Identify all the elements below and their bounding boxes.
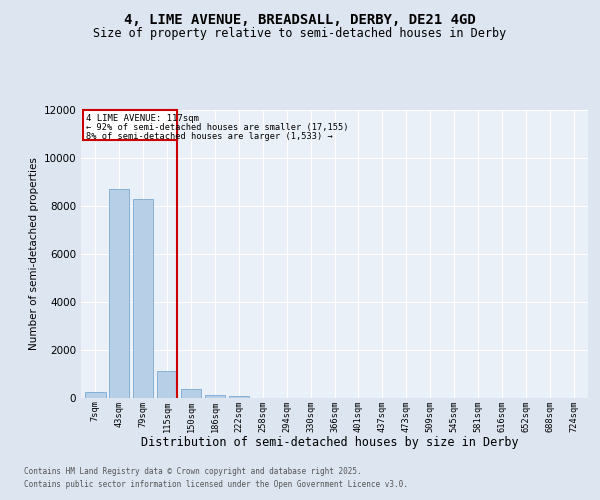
Text: 8% of semi-detached houses are larger (1,533) →: 8% of semi-detached houses are larger (1… <box>86 132 332 141</box>
Bar <box>205 395 225 398</box>
Text: Contains public sector information licensed under the Open Government Licence v3: Contains public sector information licen… <box>24 480 408 489</box>
Text: Contains HM Land Registry data © Crown copyright and database right 2025.: Contains HM Land Registry data © Crown c… <box>24 467 362 476</box>
Bar <box>181 389 201 398</box>
Bar <box>157 371 177 398</box>
Bar <box>109 189 130 398</box>
Y-axis label: Number of semi-detached properties: Number of semi-detached properties <box>29 158 39 350</box>
Bar <box>229 396 249 398</box>
Bar <box>85 392 106 398</box>
Text: Distribution of semi-detached houses by size in Derby: Distribution of semi-detached houses by … <box>141 436 519 449</box>
Text: ← 92% of semi-detached houses are smaller (17,155): ← 92% of semi-detached houses are smalle… <box>86 124 348 132</box>
Text: 4 LIME AVENUE: 117sqm: 4 LIME AVENUE: 117sqm <box>86 114 199 123</box>
Bar <box>133 198 154 398</box>
Text: 4, LIME AVENUE, BREADSALL, DERBY, DE21 4GD: 4, LIME AVENUE, BREADSALL, DERBY, DE21 4… <box>124 12 476 26</box>
Text: Size of property relative to semi-detached houses in Derby: Size of property relative to semi-detach… <box>94 28 506 40</box>
FancyBboxPatch shape <box>83 110 177 140</box>
